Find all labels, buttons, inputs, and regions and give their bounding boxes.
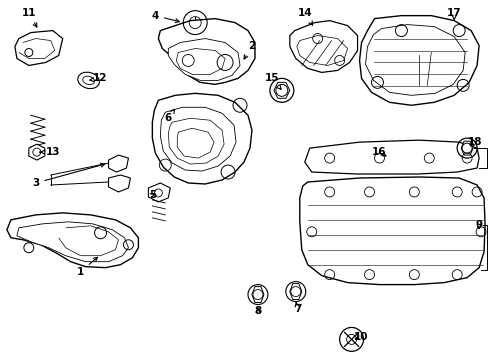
Polygon shape xyxy=(366,24,465,95)
Polygon shape xyxy=(461,141,473,155)
Polygon shape xyxy=(152,93,252,184)
Text: 7: 7 xyxy=(294,302,301,315)
Polygon shape xyxy=(168,118,224,164)
Polygon shape xyxy=(300,177,485,285)
Text: 8: 8 xyxy=(254,306,262,316)
Polygon shape xyxy=(305,140,479,174)
Text: 2: 2 xyxy=(244,41,256,59)
Polygon shape xyxy=(148,183,171,202)
Text: 1: 1 xyxy=(77,257,98,276)
Polygon shape xyxy=(168,39,240,80)
Polygon shape xyxy=(290,21,358,72)
Text: 18: 18 xyxy=(468,137,482,147)
Polygon shape xyxy=(158,19,255,84)
Polygon shape xyxy=(7,213,138,268)
Polygon shape xyxy=(160,107,236,171)
Text: 6: 6 xyxy=(165,109,174,123)
Polygon shape xyxy=(29,144,45,160)
Polygon shape xyxy=(297,36,347,66)
Text: 5: 5 xyxy=(149,190,156,200)
Text: 4: 4 xyxy=(152,11,179,23)
Text: 14: 14 xyxy=(297,8,313,25)
Ellipse shape xyxy=(78,72,99,89)
Polygon shape xyxy=(17,222,128,262)
Ellipse shape xyxy=(83,76,95,85)
Text: 11: 11 xyxy=(22,8,37,27)
Polygon shape xyxy=(177,128,214,158)
Text: 12: 12 xyxy=(90,73,108,84)
Text: 10: 10 xyxy=(354,332,369,342)
Polygon shape xyxy=(290,284,302,300)
Text: 3: 3 xyxy=(32,163,105,188)
Text: 16: 16 xyxy=(372,147,387,157)
Polygon shape xyxy=(15,31,63,66)
Text: 9: 9 xyxy=(475,220,483,230)
Polygon shape xyxy=(176,49,225,75)
Text: 17: 17 xyxy=(447,8,462,21)
Polygon shape xyxy=(108,155,128,172)
Polygon shape xyxy=(274,82,290,98)
Polygon shape xyxy=(252,287,264,302)
Text: 15: 15 xyxy=(265,73,281,89)
Polygon shape xyxy=(108,175,130,192)
Text: 13: 13 xyxy=(40,147,60,157)
Polygon shape xyxy=(360,15,479,105)
